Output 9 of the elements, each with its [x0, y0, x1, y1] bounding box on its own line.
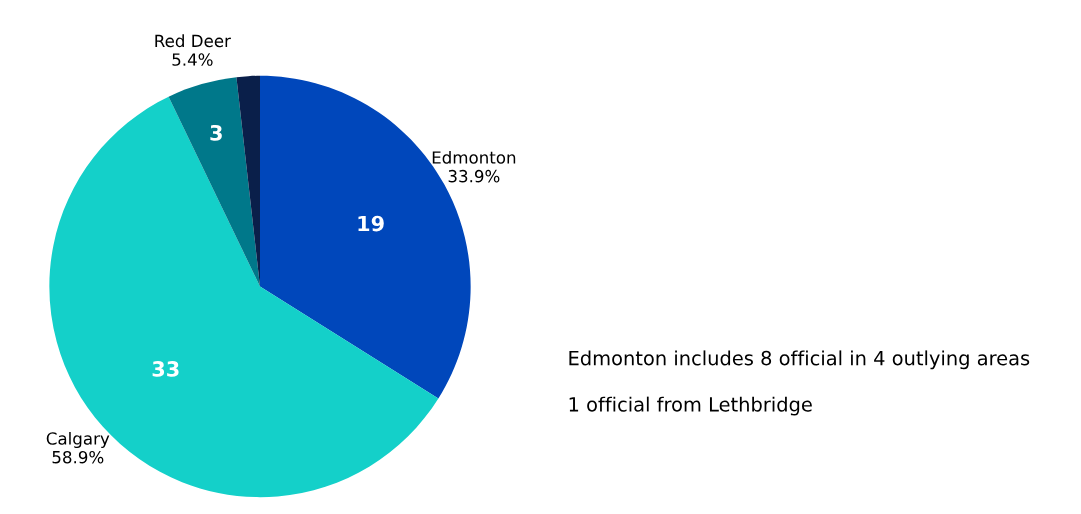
data-label: 33 [152, 361, 179, 377]
text: Edmonton includes 8 official in 4 outlying areas [569, 350, 1030, 370]
pie-slice [168, 77, 260, 287]
data-label: 19 [358, 215, 384, 232]
text: 1 official from Lethbridge [569, 396, 812, 416]
data-label: 3 [210, 124, 222, 141]
slice-label: Red Deer 5.4% [155, 34, 231, 66]
slice-label: Edmonton 33.9% [432, 150, 516, 183]
slice-label: Calgary 58.9% [46, 431, 110, 464]
